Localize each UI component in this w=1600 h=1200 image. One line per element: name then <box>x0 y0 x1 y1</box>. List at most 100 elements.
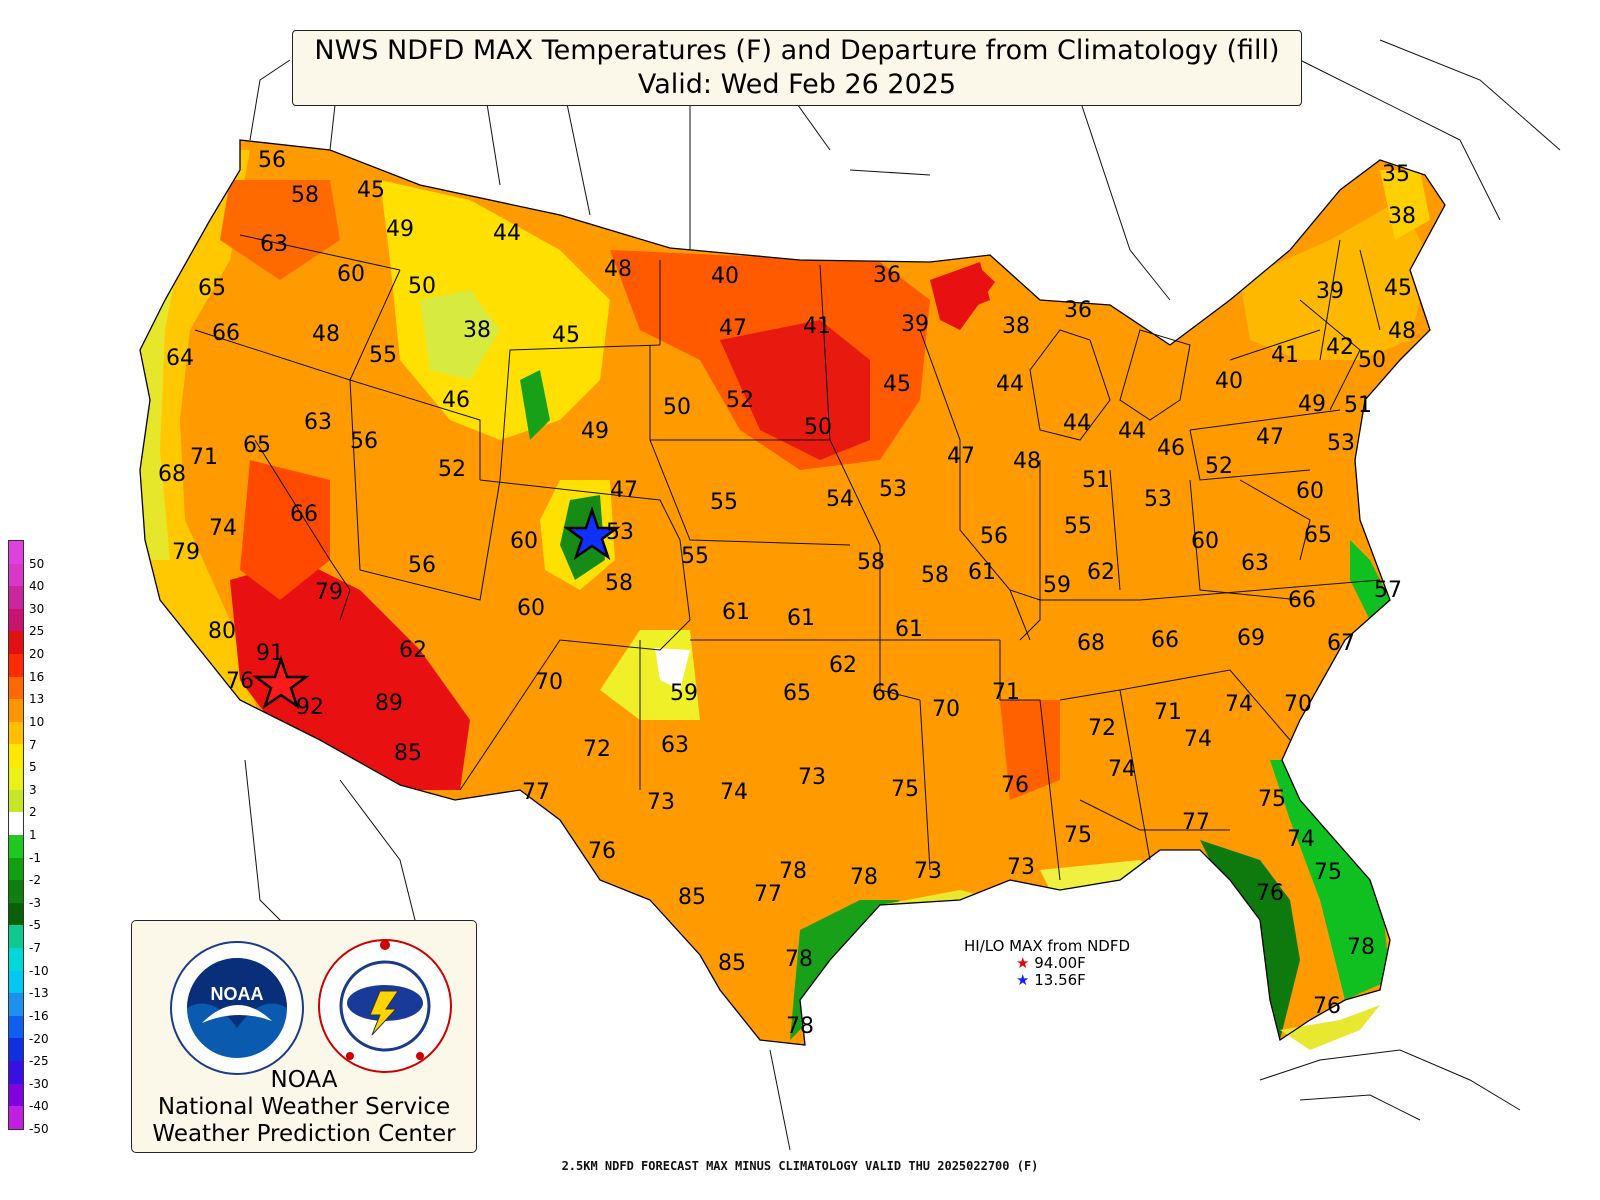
temperature-label: 66 <box>212 321 240 346</box>
temperature-label: 44 <box>493 221 521 246</box>
temperature-label: 69 <box>1237 626 1265 651</box>
temperature-label: 75 <box>1064 823 1092 848</box>
temperature-label: 48 <box>312 322 340 347</box>
temperature-label: 76 <box>1001 773 1029 798</box>
temperature-label: 53 <box>879 477 907 502</box>
legend-swatch <box>9 902 23 926</box>
temperature-label: 78 <box>850 865 878 890</box>
hilo-box: HI/LO MAX from NDFD ★ 94.00F ★ 13.56F <box>964 938 1130 989</box>
temperature-label: 92 <box>296 695 324 720</box>
state-borders <box>139 139 1446 1046</box>
color-legend <box>8 540 24 1130</box>
temperature-label: 38 <box>463 318 491 343</box>
temperature-label: 85 <box>394 741 422 766</box>
temperature-label: 68 <box>158 462 186 487</box>
temperature-label: 53 <box>1327 431 1355 456</box>
temperature-label: 59 <box>670 681 698 706</box>
temperature-label: 70 <box>932 697 960 722</box>
temperature-label: 62 <box>1087 560 1115 585</box>
legend-swatch <box>9 970 23 994</box>
legend-swatch <box>9 993 23 1016</box>
temperature-label: 85 <box>678 885 706 910</box>
temperature-label: 68 <box>1077 631 1105 656</box>
temperature-label: 74 <box>720 780 748 805</box>
hilo-low-value: 13.56F <box>1034 971 1086 989</box>
temperature-label: 41 <box>1271 343 1299 368</box>
temperature-label: 55 <box>369 343 397 368</box>
temperature-label: 71 <box>992 680 1020 705</box>
temperature-label: 39 <box>901 312 929 337</box>
temperature-label: 48 <box>1013 449 1041 474</box>
legend-label: 40 <box>29 579 45 594</box>
temperature-label: 78 <box>779 859 807 884</box>
temperature-label: 66 <box>1288 588 1316 613</box>
temperature-label: 85 <box>718 951 746 976</box>
hilo-high-row: ★ 94.00F <box>1016 955 1182 972</box>
temperature-label: 36 <box>1064 298 1092 323</box>
legend-swatch <box>9 563 23 587</box>
temperature-label: 52 <box>726 388 754 413</box>
temperature-label: 36 <box>873 263 901 288</box>
legend-swatch <box>9 1015 23 1039</box>
temperature-label: 64 <box>166 346 194 371</box>
temperature-label: 51 <box>1082 468 1110 493</box>
legend-swatch <box>9 541 23 564</box>
temperature-label: 52 <box>1205 454 1233 479</box>
logo-line-2: National Weather Service <box>157 1094 451 1120</box>
hilo-low-row: ★ 13.56F <box>1016 972 1182 989</box>
legend-label: 10 <box>29 714 45 729</box>
legend-label: 13 <box>29 692 45 707</box>
temperature-label: 61 <box>722 600 750 625</box>
temperature-label: 60 <box>510 529 538 554</box>
temperature-label: 47 <box>1256 425 1284 450</box>
temperature-label: 38 <box>1388 204 1416 229</box>
temperature-label: 42 <box>1326 335 1354 360</box>
temperature-label: 63 <box>260 232 288 257</box>
temperature-label: 46 <box>1157 436 1185 461</box>
legend-swatch <box>9 767 23 790</box>
temperature-label: 76 <box>1313 994 1341 1019</box>
hilo-title: HI/LO MAX from NDFD <box>964 937 1131 955</box>
temperature-label: 61 <box>895 617 923 642</box>
temperature-label: 63 <box>661 733 689 758</box>
legend-swatch <box>9 631 23 655</box>
map-high-star <box>252 655 310 710</box>
temperature-label: 60 <box>1191 529 1219 554</box>
temperature-label: 74 <box>1184 727 1212 752</box>
temperature-label: 35 <box>1382 162 1410 187</box>
legend-label: 2 <box>29 805 37 820</box>
temperature-label: 54 <box>826 487 854 512</box>
temperature-label: 66 <box>872 681 900 706</box>
legend-label: -25 <box>29 1054 49 1069</box>
low-star-icon: ★ <box>1016 971 1030 989</box>
temperature-label: 59 <box>1043 573 1071 598</box>
temperature-label: 70 <box>1284 692 1312 717</box>
temperature-label: 53 <box>606 520 634 545</box>
temperature-label: 66 <box>1151 628 1179 653</box>
legend-label: -7 <box>29 941 41 956</box>
temperature-label: 60 <box>337 262 365 287</box>
legend-label: -20 <box>29 1031 49 1046</box>
legend-swatch <box>9 721 23 745</box>
temperature-label: 49 <box>1298 392 1326 417</box>
temperature-label: 47 <box>610 478 638 503</box>
temperature-label: 50 <box>804 415 832 440</box>
legend-label: 1 <box>29 828 37 842</box>
temperature-label: 57 <box>1374 578 1402 603</box>
legend-swatch <box>9 880 23 903</box>
temperature-label: 78 <box>785 947 813 972</box>
temperature-label: 75 <box>891 777 919 802</box>
temperature-label: 77 <box>522 780 550 805</box>
temperature-label: 75 <box>1314 860 1342 885</box>
hilo-high-value: 94.00F <box>1034 954 1086 972</box>
legend-swatch <box>9 654 23 677</box>
temperature-label: 50 <box>1358 348 1386 373</box>
legend-swatch <box>9 699 23 722</box>
legend-label: -10 <box>29 963 49 978</box>
temperature-label: 55 <box>681 544 709 569</box>
temperature-label: 46 <box>442 388 470 413</box>
legend-label: -13 <box>29 986 49 1001</box>
temperature-label: 58 <box>921 563 949 588</box>
nws-logo <box>318 939 452 1073</box>
